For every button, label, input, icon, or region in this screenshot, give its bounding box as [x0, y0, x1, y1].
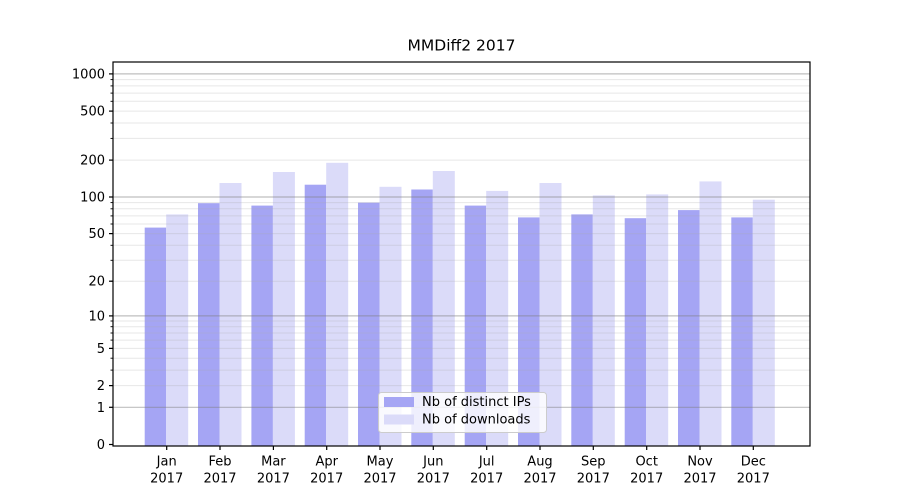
x-tick-label-year: 2017	[470, 472, 503, 487]
x-tick-label-year: 2017	[630, 472, 663, 487]
bar-jun-distinct-ips	[411, 189, 433, 446]
x-tick-label-month: Oct	[635, 455, 657, 470]
x-tick-label-month: Sep	[581, 455, 606, 470]
y-tick-label: 10	[88, 309, 105, 324]
x-tick-label-month: Feb	[208, 455, 231, 470]
y-tick-label: 5	[97, 342, 105, 357]
x-tick-label-year: 2017	[203, 472, 236, 487]
x-tick-label-month: Mar	[261, 455, 286, 470]
bar-apr-downloads	[326, 162, 349, 447]
x-tick-label-year: 2017	[310, 472, 343, 487]
x-tick-label-year: 2017	[683, 472, 716, 487]
x-tick-label-year: 2017	[257, 472, 290, 487]
legend-label-distinct-ips: Nb of distinct IPs	[422, 395, 531, 410]
bar-sep-downloads	[592, 195, 615, 446]
legend-swatch-distinct-ips	[384, 397, 414, 407]
bar-aug-downloads	[539, 183, 562, 446]
x-tick-label-month: May	[367, 455, 394, 470]
bar-jan-distinct-ips	[144, 227, 167, 446]
legend-box	[378, 392, 547, 433]
bar-dec-distinct-ips	[731, 217, 753, 446]
x-tick-label-month: Jun	[422, 455, 443, 470]
x-tick-label-month: Jul	[478, 455, 495, 470]
y-tick-label: 2	[97, 379, 105, 394]
legend-label-downloads: Nb of downloads	[422, 413, 531, 428]
y-tick-label: 50	[88, 227, 105, 242]
bar-jun-downloads	[432, 171, 455, 446]
y-tick-label: 100	[80, 191, 105, 206]
bar-oct-distinct-ips	[624, 218, 647, 446]
x-tick-label-month: Jan	[156, 455, 177, 470]
bar-feb-distinct-ips	[198, 203, 220, 446]
bar-mar-downloads	[272, 172, 295, 446]
bar-sep-distinct-ips	[571, 214, 593, 446]
x-tick-label-month: Nov	[687, 455, 713, 470]
bar-oct-downloads	[646, 194, 669, 446]
x-tick-label-month: Apr	[315, 455, 338, 470]
y-tick-label: 0	[97, 438, 105, 453]
bar-dec-downloads	[752, 199, 775, 446]
bar-jul-downloads	[486, 190, 509, 446]
y-tick-label: 1	[97, 401, 105, 416]
bar-feb-downloads	[219, 183, 242, 446]
y-tick-label: 500	[80, 105, 105, 120]
bar-may-distinct-ips	[358, 202, 380, 446]
y-tick-label: 20	[88, 275, 105, 290]
y-tick-label: 1000	[72, 67, 105, 82]
bar-nov-distinct-ips	[678, 210, 700, 446]
y-tick-label: 200	[80, 154, 105, 169]
legend-swatch-downloads	[384, 414, 414, 425]
x-tick-label-year: 2017	[150, 472, 183, 487]
bar-mar-distinct-ips	[251, 205, 273, 446]
x-tick-label-year: 2017	[417, 472, 450, 487]
x-tick-label-year: 2017	[737, 472, 770, 487]
plot-border	[112, 61, 811, 447]
x-tick-label-month: Aug	[527, 455, 552, 470]
bar-aug-distinct-ips	[518, 217, 540, 446]
x-tick-label-month: Dec	[741, 455, 766, 470]
bar-nov-downloads	[699, 181, 722, 446]
chart-title: MMDiff2 2017	[408, 37, 516, 55]
x-tick-label-year: 2017	[363, 472, 396, 487]
bar-jul-distinct-ips	[464, 205, 487, 446]
bar-jan-downloads	[166, 214, 189, 446]
x-tick-label-year: 2017	[523, 472, 556, 487]
x-tick-label-year: 2017	[577, 472, 610, 487]
